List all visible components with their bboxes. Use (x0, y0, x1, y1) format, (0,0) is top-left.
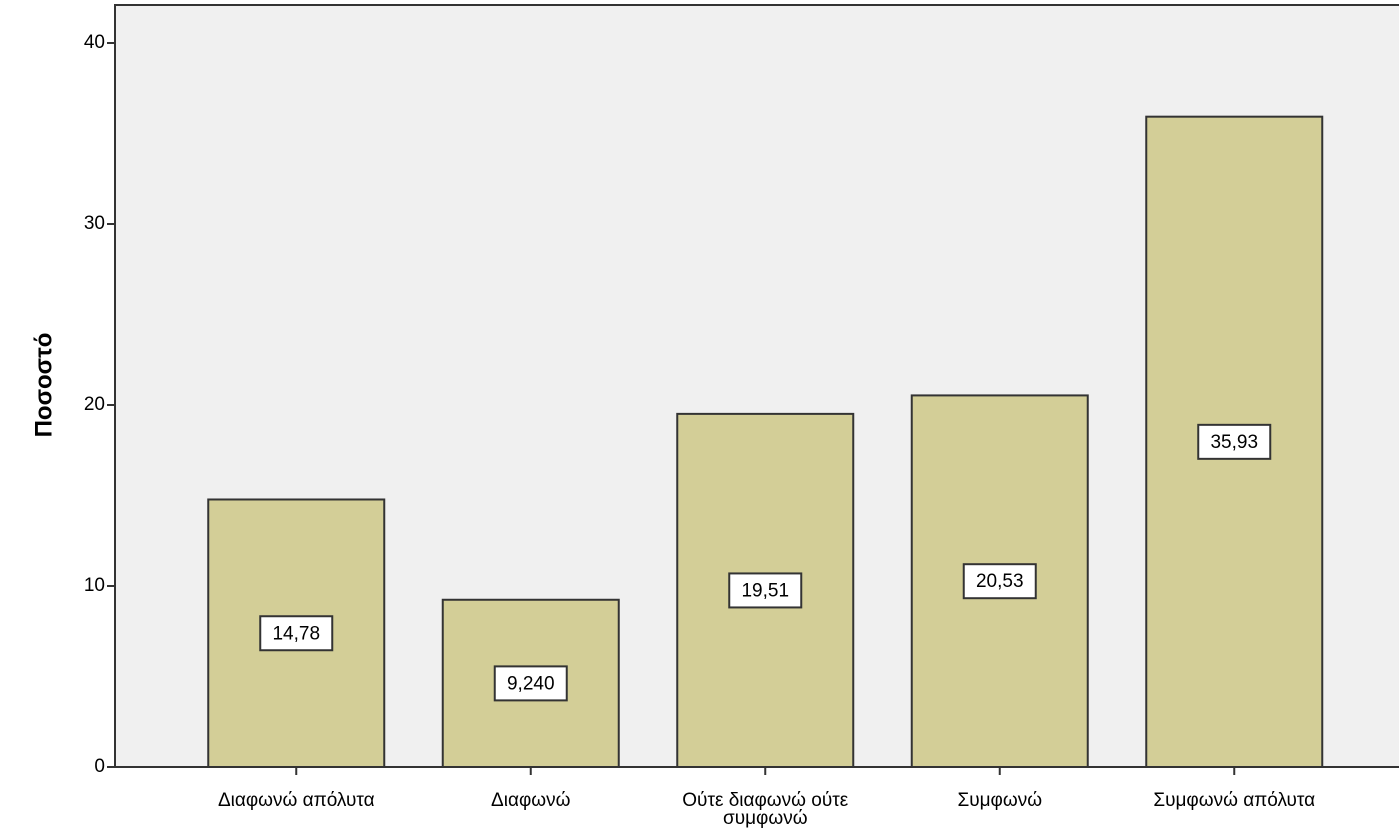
value-label-box (1197, 423, 1272, 460)
value-label-box (962, 563, 1037, 600)
value-label-box (728, 572, 803, 609)
x-tick-label: Συμφωνώ απόλυτα (1153, 790, 1316, 811)
y-tick-label: 20 (84, 394, 105, 415)
y-tick-label: 30 (84, 213, 105, 234)
value-label: 35,93 (1210, 432, 1258, 453)
value-label: 14,78 (272, 623, 320, 644)
value-label: 20,53 (976, 571, 1024, 592)
value-label-box (259, 615, 334, 652)
x-tick-label: Διαφωνώ (491, 790, 571, 811)
y-tick-label: 10 (84, 575, 105, 596)
bar (207, 498, 386, 768)
x-tick-label: Ούτε διαφωνώ ούτε συμφωνώ (682, 790, 849, 829)
x-tick-label: Διαφωνώ απόλυτα (217, 790, 375, 811)
y-tick-label: 40 (84, 32, 105, 53)
y-tick-label: 0 (94, 756, 105, 777)
x-tick-label: Συμφωνώ (957, 790, 1043, 811)
y-axis-title: Ποσοστό (30, 333, 57, 438)
value-label: 9,240 (507, 673, 555, 694)
value-label-box (493, 665, 568, 702)
value-label: 19,51 (741, 580, 789, 601)
